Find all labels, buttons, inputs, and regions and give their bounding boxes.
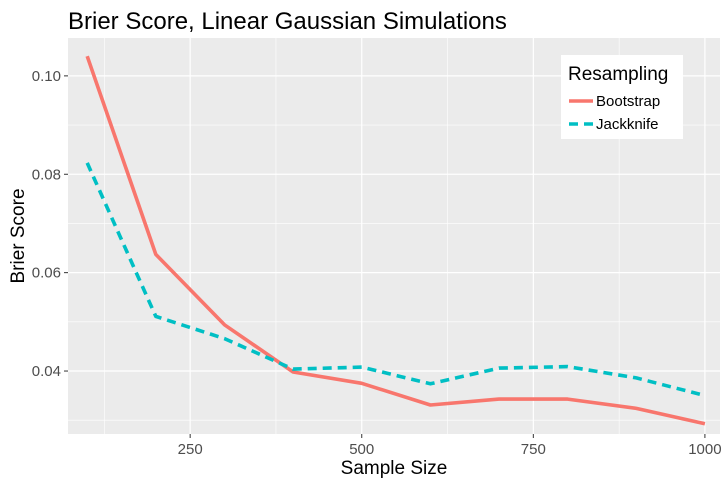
legend-background bbox=[561, 55, 683, 139]
x-tick-label: 250 bbox=[178, 441, 203, 458]
legend-label-jackknife: Jackknife bbox=[596, 116, 659, 133]
x-tick-label: 1000 bbox=[688, 441, 721, 458]
y-tick-label: 0.10 bbox=[32, 68, 61, 85]
series-lines bbox=[85, 55, 706, 426]
series-line-bootstrap bbox=[85, 55, 706, 426]
y-tick-label: 0.06 bbox=[32, 265, 61, 282]
y-tick-label: 0.04 bbox=[32, 363, 61, 380]
y-axis-title: Brier Score bbox=[8, 188, 29, 283]
legend-label-bootstrap: Bootstrap bbox=[596, 93, 660, 110]
y-axis: 0.04 0.06 0.08 0.10 bbox=[32, 68, 68, 380]
x-tick-label: 500 bbox=[349, 441, 374, 458]
chart-title: Brier Score, Linear Gaussian Simulations bbox=[68, 8, 507, 35]
legend-title: Resampling bbox=[568, 64, 668, 85]
y-tick-label: 0.08 bbox=[32, 166, 61, 183]
x-tick-label: 750 bbox=[521, 441, 546, 458]
legend: Resampling Bootstrap Jackknife bbox=[561, 55, 683, 139]
x-axis: 250 500 750 1000 bbox=[178, 434, 722, 458]
x-axis-title: Sample Size bbox=[341, 458, 448, 479]
